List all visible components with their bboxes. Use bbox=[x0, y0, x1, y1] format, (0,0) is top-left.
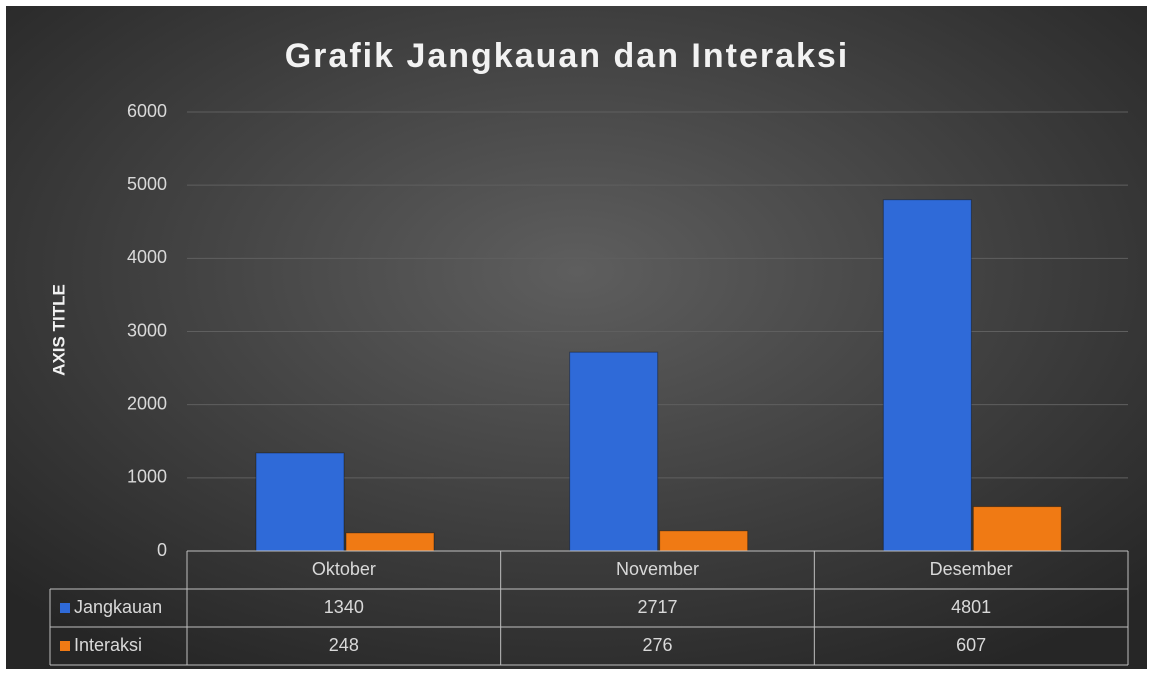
y-tick-label: 2000 bbox=[127, 393, 167, 413]
table-value: 2717 bbox=[637, 597, 677, 617]
y-tick-label: 0 bbox=[157, 540, 167, 560]
y-axis-title: AXIS TITLE bbox=[49, 284, 68, 376]
legend-label: Interaksi bbox=[74, 635, 142, 655]
legend-key bbox=[60, 641, 70, 651]
x-tick-label: November bbox=[616, 559, 699, 579]
y-tick-label: 1000 bbox=[127, 467, 167, 487]
bar bbox=[569, 351, 659, 552]
table-value: 4801 bbox=[951, 597, 991, 617]
table-value: 1340 bbox=[324, 597, 364, 617]
table-value: 607 bbox=[956, 635, 986, 655]
bar bbox=[972, 506, 1062, 552]
x-tick-label: Oktober bbox=[312, 559, 376, 579]
y-tick-label: 5000 bbox=[127, 174, 167, 194]
x-tick-label: Desember bbox=[930, 559, 1013, 579]
legend-key bbox=[60, 603, 70, 613]
y-tick-label: 6000 bbox=[127, 101, 167, 121]
bar bbox=[659, 530, 749, 552]
bar bbox=[345, 532, 435, 552]
y-tick-label: 4000 bbox=[127, 247, 167, 267]
table-value: 276 bbox=[642, 635, 672, 655]
table-value: 248 bbox=[329, 635, 359, 655]
legend-label: Jangkauan bbox=[74, 597, 162, 617]
bar bbox=[255, 452, 345, 552]
chart-title: Grafik Jangkauan dan Interaksi bbox=[285, 37, 850, 75]
y-tick-label: 3000 bbox=[127, 320, 167, 340]
bar bbox=[882, 199, 972, 552]
